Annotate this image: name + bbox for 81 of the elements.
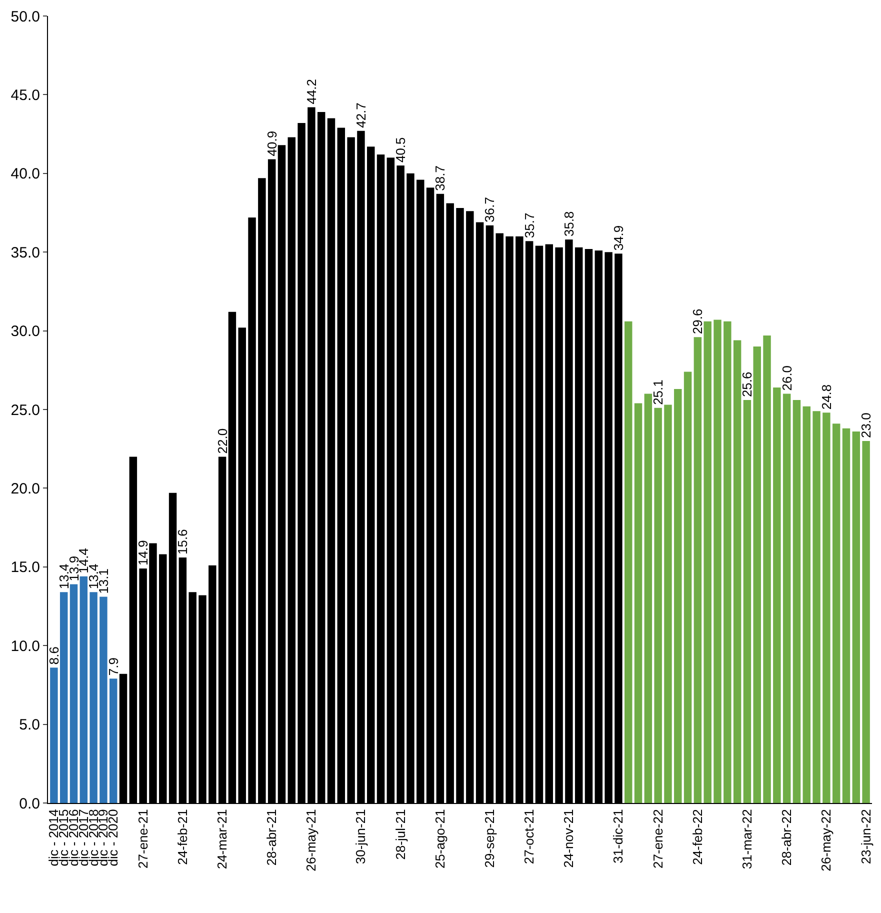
bar xyxy=(852,432,860,803)
bar xyxy=(674,389,682,803)
bar xyxy=(70,584,78,803)
bar xyxy=(644,394,652,803)
data-label: 34.9 xyxy=(610,225,626,251)
bar xyxy=(60,592,68,803)
x-tick-label: 24-feb-21 xyxy=(174,809,190,865)
bar xyxy=(634,403,642,803)
data-label: 22.0 xyxy=(214,428,230,454)
bar xyxy=(714,320,722,803)
bar xyxy=(822,412,830,803)
x-tick-label: 25-ago-21 xyxy=(432,809,448,868)
bar xyxy=(100,596,108,803)
x-tick-label: 28-jul-21 xyxy=(392,809,408,860)
data-label: 15.6 xyxy=(175,529,190,554)
bar xyxy=(812,411,820,803)
x-tick-label: 24-nov-21 xyxy=(561,809,576,868)
y-tick-label: 40.0 xyxy=(10,166,40,183)
x-tick-label: 27-ene-22 xyxy=(650,809,666,868)
data-label: 26.0 xyxy=(779,365,794,391)
bar xyxy=(792,400,801,803)
bar xyxy=(50,668,58,803)
data-label: 25.1 xyxy=(650,380,666,405)
y-tick-label: 15.0 xyxy=(10,559,40,576)
bar xyxy=(743,400,752,803)
x-tick-label: 24-feb-22 xyxy=(690,809,705,865)
x-tick-label: 31-mar-22 xyxy=(739,809,754,870)
bar xyxy=(654,408,662,803)
bar xyxy=(782,394,791,803)
y-tick-label: 25.0 xyxy=(10,402,40,419)
bar xyxy=(842,428,850,803)
y-tick-label: 45.0 xyxy=(10,86,40,104)
data-label: 42.7 xyxy=(353,102,368,128)
x-tick-label: 27-ene-21 xyxy=(135,809,150,868)
bar xyxy=(862,440,870,803)
x-tick-label: 28-abr-21 xyxy=(264,809,280,866)
y-tick-label: 0.0 xyxy=(19,795,40,812)
data-label: 14.9 xyxy=(136,540,151,566)
x-tick-label: 26-may-21 xyxy=(304,809,319,872)
bar xyxy=(724,321,732,803)
bar xyxy=(773,387,781,803)
data-label: 7.9 xyxy=(106,658,121,676)
data-label: 44.2 xyxy=(304,78,319,104)
x-tick-label: 31-dic-21 xyxy=(610,809,626,864)
bar xyxy=(753,346,761,803)
bar xyxy=(664,404,672,803)
x-tick-label: 29-sep-21 xyxy=(482,809,497,868)
data-label: 25.6 xyxy=(740,372,755,398)
data-label: 29.6 xyxy=(690,308,706,334)
bar xyxy=(80,576,88,803)
bar xyxy=(763,336,771,803)
data-label: 40.9 xyxy=(264,130,280,156)
x-tick-label: 23-jun-22 xyxy=(858,809,874,864)
bar xyxy=(802,406,810,803)
y-tick-label: 30.0 xyxy=(10,323,40,340)
data-label: 8.6 xyxy=(46,646,62,665)
data-label: 24.8 xyxy=(818,384,834,410)
data-label: 40.5 xyxy=(393,137,408,163)
data-label: 38.7 xyxy=(432,166,448,191)
x-tick-label: 26-may-22 xyxy=(818,809,834,872)
bar xyxy=(694,337,702,803)
bar xyxy=(684,372,692,803)
y-tick-label: 5.0 xyxy=(19,716,40,734)
x-tick-label: 27-oct-21 xyxy=(522,809,537,864)
y-tick-label: 10.0 xyxy=(10,638,40,655)
data-label: 35.8 xyxy=(561,211,576,237)
y-tick-label: 35.0 xyxy=(10,244,40,262)
bar xyxy=(832,424,840,803)
data-label: 35.7 xyxy=(522,212,537,238)
bar xyxy=(90,592,98,803)
x-tick-label: 24-mar-21 xyxy=(214,809,230,870)
x-tick-label: 30-jun-21 xyxy=(353,809,368,864)
x-tick-label: 28-abr-22 xyxy=(779,809,794,866)
bar xyxy=(733,340,742,803)
y-tick-label: 20.0 xyxy=(10,480,40,498)
data-label: 36.7 xyxy=(482,197,498,222)
data-label: 23.0 xyxy=(858,412,874,438)
y-tick-label: 50.0 xyxy=(10,8,40,26)
bar xyxy=(110,678,118,803)
bar xyxy=(624,321,632,803)
bar xyxy=(704,321,712,803)
